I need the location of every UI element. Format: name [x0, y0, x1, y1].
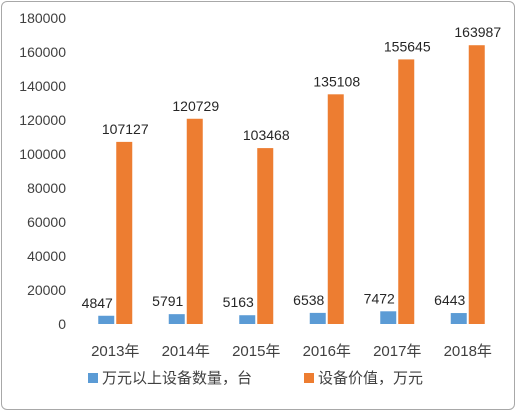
x-tick-label: 2016年 [303, 343, 351, 360]
data-label: 103468 [243, 127, 290, 143]
bar-count [309, 312, 326, 324]
data-label: 155645 [384, 38, 431, 54]
y-tick-label: 20000 [27, 282, 66, 298]
data-label: 5163 [223, 294, 254, 310]
data-label: 163987 [454, 24, 501, 40]
data-label: 120729 [172, 98, 219, 114]
data-label: 4847 [82, 295, 113, 311]
x-tick-label: 2018年 [444, 343, 492, 360]
x-tick-label: 2014年 [162, 343, 210, 360]
data-label: 5791 [152, 293, 183, 309]
bar-count [168, 314, 185, 324]
y-tick-label: 160000 [19, 44, 66, 60]
y-tick-label: 40000 [27, 248, 66, 264]
data-label: 6443 [434, 292, 465, 308]
bar-count [380, 311, 397, 324]
bar-value [257, 148, 274, 324]
y-tick-label: 60000 [27, 214, 66, 230]
y-tick-label: 80000 [27, 180, 66, 196]
bar-count [450, 313, 467, 324]
bar-value [327, 94, 344, 324]
legend-swatch [304, 373, 314, 383]
data-label: 7472 [364, 290, 395, 306]
y-tick-label: 0 [58, 316, 66, 332]
x-tick-label: 2013年 [91, 343, 139, 360]
y-tick-label: 180000 [19, 10, 66, 26]
bar-count [98, 315, 115, 324]
legend-label: 万元以上设备数量，台 [102, 370, 252, 387]
y-tick-label: 120000 [19, 112, 66, 128]
bar-value [398, 59, 415, 324]
data-label: 135108 [313, 73, 360, 89]
bar-value [468, 45, 485, 324]
y-tick-label: 140000 [19, 78, 66, 94]
data-label: 107127 [102, 121, 149, 137]
y-tick-label: 100000 [19, 146, 66, 162]
data-label: 6538 [293, 292, 324, 308]
legend-swatch [88, 373, 98, 383]
bar-count [239, 315, 256, 324]
x-tick-label: 2017年 [373, 343, 421, 360]
x-tick-label: 2015年 [232, 343, 280, 360]
bar-value [116, 141, 133, 324]
legend-label: 设备价值，万元 [318, 370, 423, 387]
bar-value [186, 118, 203, 324]
